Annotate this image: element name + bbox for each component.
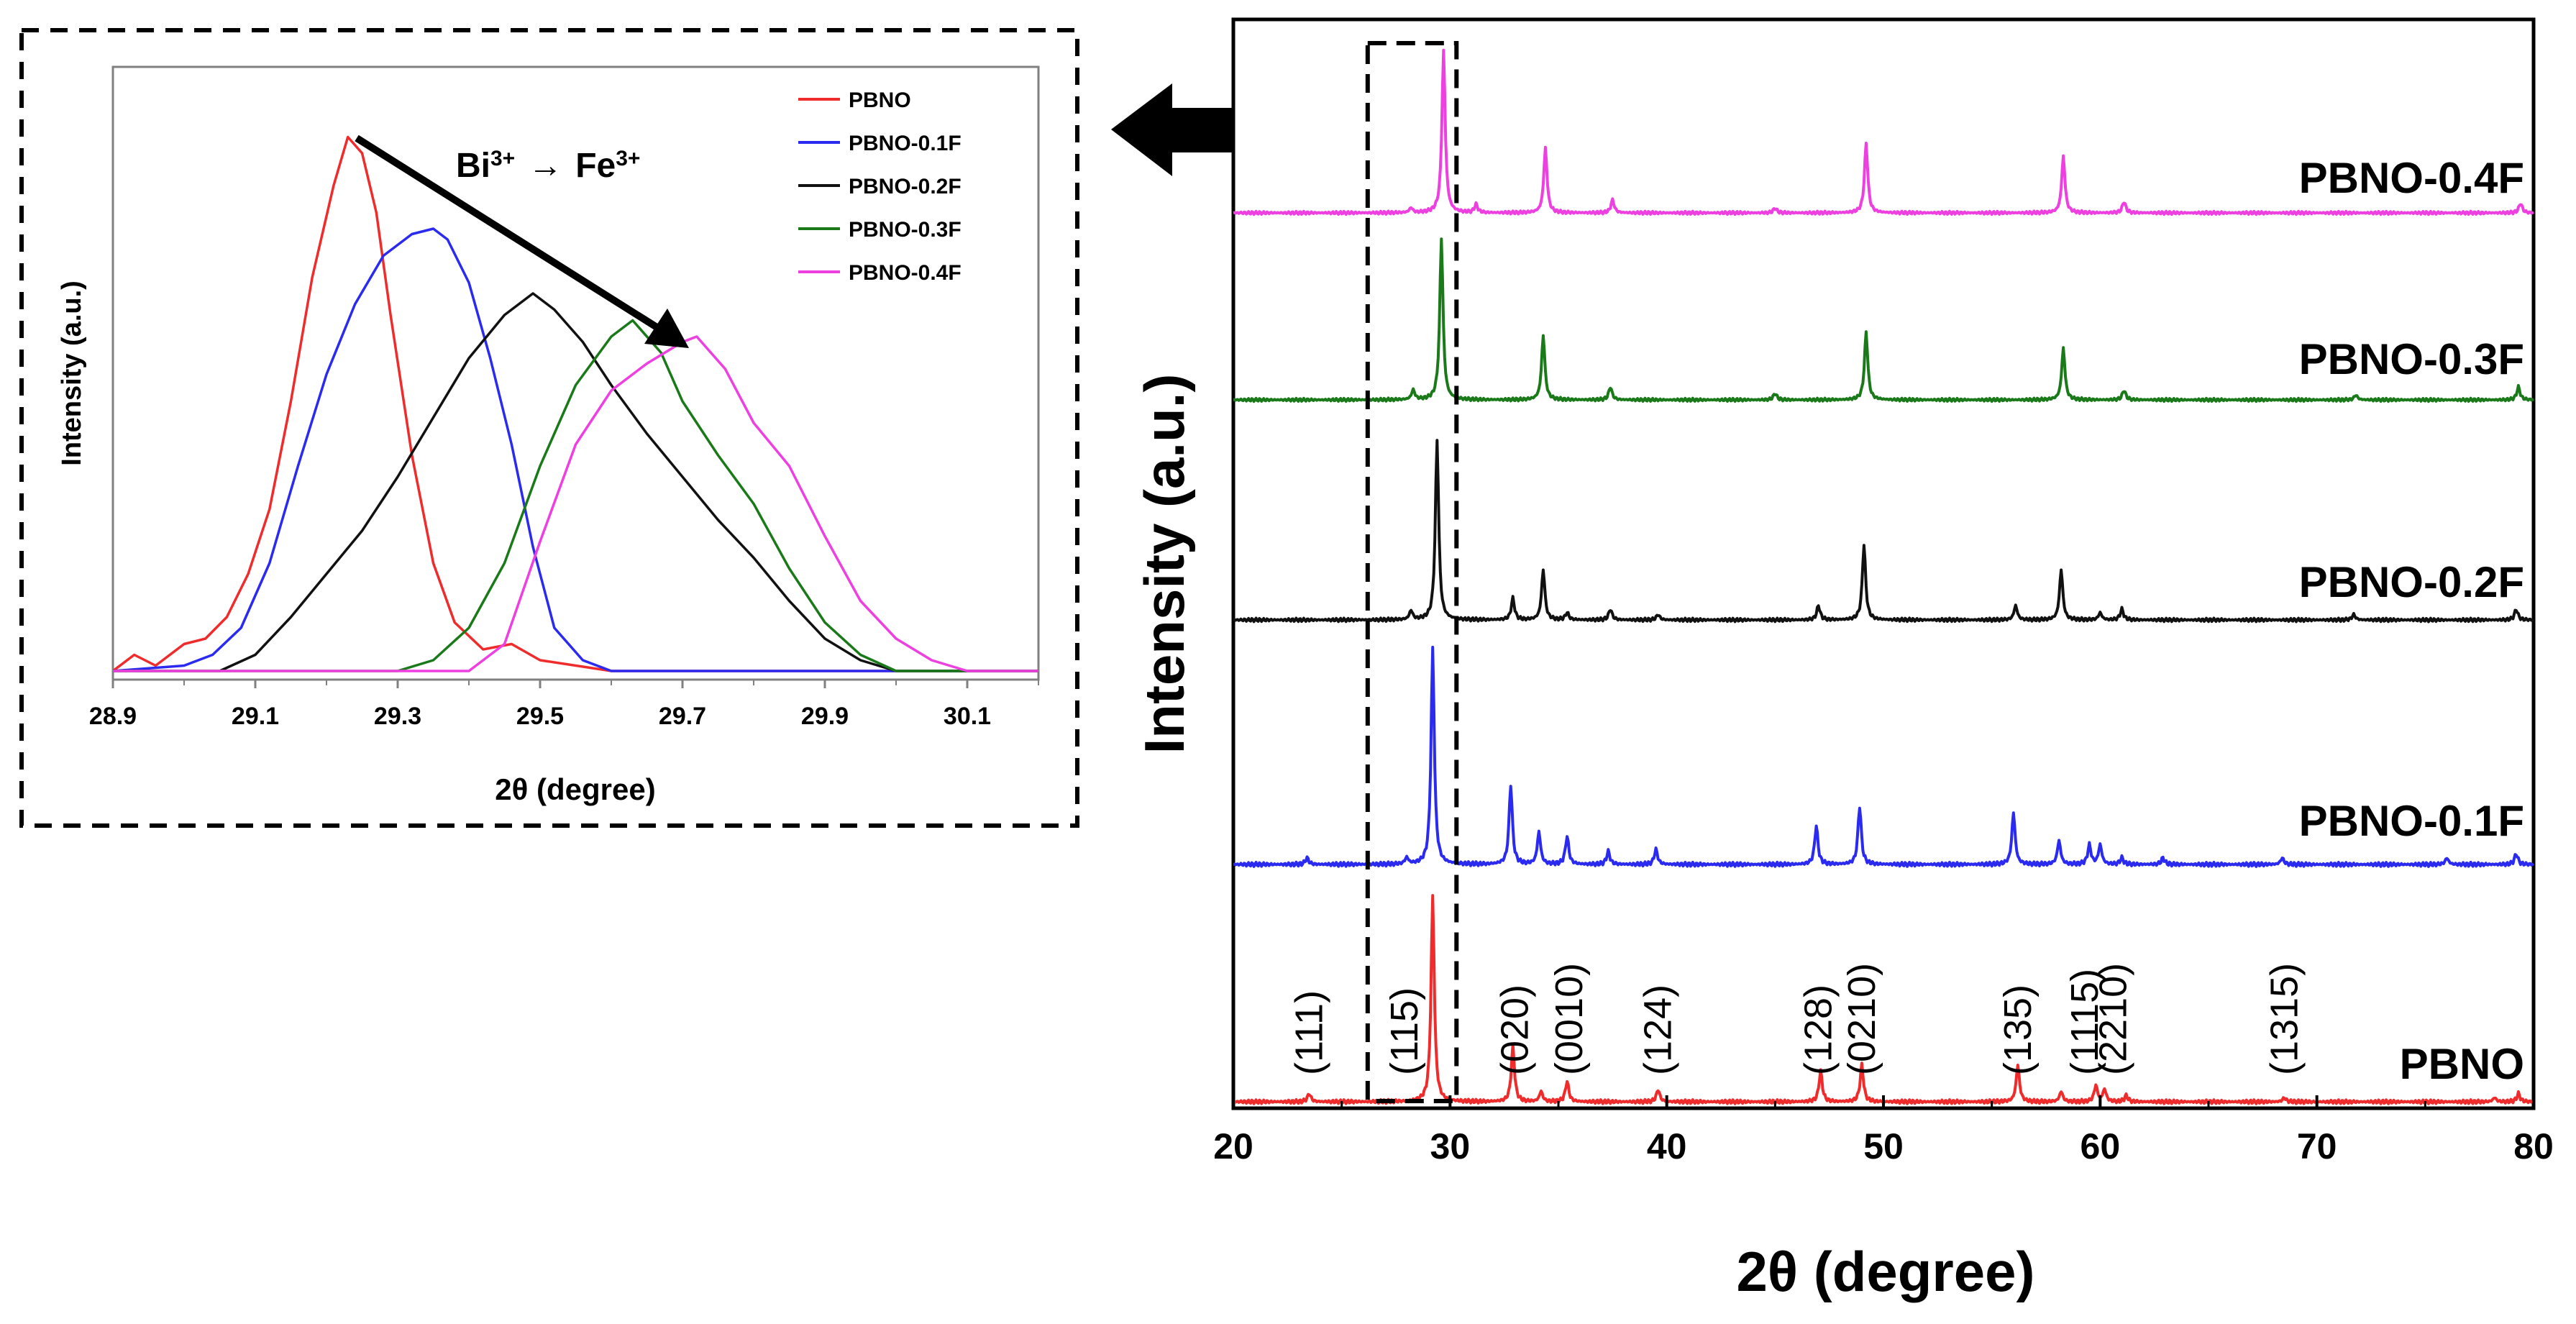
series-label-pbno-0.4f: PBNO-0.4F bbox=[2299, 154, 2524, 202]
peak-label: (128) bbox=[1797, 985, 1840, 1075]
inset-y-axis-label: Intensity (a.u.) bbox=[57, 280, 87, 466]
shift-arrowhead bbox=[644, 309, 689, 348]
inset-series-group bbox=[113, 135, 1038, 672]
inset-plot-frame bbox=[111, 65, 1040, 681]
main-series-pbno-0.3f bbox=[1233, 237, 2534, 403]
inset-series-pbno-0.1f bbox=[113, 227, 1038, 672]
inset-series-pbno bbox=[113, 135, 1038, 672]
main-x-ticks: 20 30 40 50 60 70 80 bbox=[1213, 1095, 2554, 1167]
legend-entry-pbno-0.2f: PBNO-0.2F bbox=[849, 175, 962, 198]
main-x-tick-label: 40 bbox=[1647, 1126, 1687, 1167]
peak-label: (135) bbox=[1996, 985, 2040, 1075]
main-peak-labels: (111) (115) (020) (0010) (124) (128) (0210) (13… bbox=[1288, 963, 2306, 1075]
inset-x-tick-label: 29.1 bbox=[232, 703, 279, 730]
zoom-direction-arrow bbox=[1111, 83, 1328, 176]
series-label-pbno-0.2f: PBNO-0.2F bbox=[2299, 558, 2524, 606]
inset-series-pbno-0.2f bbox=[113, 292, 1038, 672]
peak-label: (0010) bbox=[1548, 963, 1591, 1075]
main-series-pbno-0.4f bbox=[1233, 48, 2534, 216]
inset-x-axis-label: 2θ (degree) bbox=[495, 772, 655, 806]
inset-dashed-border bbox=[19, 28, 1079, 828]
shift-arrow-line bbox=[355, 134, 662, 333]
main-panel: (111) (115) (020) (0010) (124) (128) (0210) (13… bbox=[1133, 17, 2554, 1303]
inset-series-pbno-0.4f bbox=[113, 335, 1038, 672]
main-y-axis-label: Intensity (a.u.) bbox=[1133, 374, 1196, 754]
legend-entry-pbno-0.4f: PBNO-0.4F bbox=[849, 261, 962, 285]
inset-x-ticks: 28.9 29.1 29.3 29.5 29.7 29.9 30.1 bbox=[89, 680, 1039, 730]
main-x-tick-label: 60 bbox=[2081, 1126, 2121, 1167]
inset-series-pbno-0.3f bbox=[113, 319, 1038, 672]
peak-label: (020) bbox=[1494, 985, 1537, 1075]
main-x-tick-label: 50 bbox=[1863, 1126, 1904, 1167]
inset-x-tick-label: 28.9 bbox=[89, 703, 137, 730]
inset-x-tick-label: 30.1 bbox=[944, 703, 991, 730]
peak-label: (2210) bbox=[2091, 963, 2134, 1075]
inset-x-tick-label: 29.9 bbox=[801, 703, 849, 730]
series-label-pbno-0.3f: PBNO-0.3F bbox=[2299, 335, 2524, 383]
inset-panel: 28.9 29.1 29.3 29.5 29.7 29.9 30.1 2θ (degree)… bbox=[19, 28, 1079, 828]
peak-label: (1115) bbox=[2063, 969, 2106, 1075]
peak-label: (0210) bbox=[1840, 963, 1883, 1075]
inset-legend: PBNO PBNO-0.1F PBNO-0.2F PBNO-0.3F PBNO-0.4F bbox=[798, 88, 962, 285]
main-zoom-region-box bbox=[1365, 41, 1459, 1103]
peak-label: (124) bbox=[1637, 985, 1680, 1075]
main-x-tick-label: 30 bbox=[1430, 1126, 1471, 1167]
main-x-axis-label: 2θ (degree) bbox=[1737, 1240, 2035, 1303]
series-label-pbno-0.1f: PBNO-0.1F bbox=[2299, 797, 2524, 845]
peak-label: (115) bbox=[1383, 987, 1426, 1075]
legend-entry-pbno: PBNO bbox=[849, 88, 911, 112]
inset-x-tick-label: 29.5 bbox=[516, 703, 564, 730]
main-series-pbno-0.1f bbox=[1233, 645, 2535, 868]
inset-x-tick-label: 29.7 bbox=[659, 703, 706, 730]
inset-x-tick-label: 29.3 bbox=[374, 703, 421, 730]
legend-entry-pbno-0.3f: PBNO-0.3F bbox=[849, 218, 962, 242]
legend-entry-pbno-0.1f: PBNO-0.1F bbox=[849, 132, 962, 155]
main-x-tick-label: 80 bbox=[2513, 1126, 2554, 1167]
main-x-tick-label: 70 bbox=[2297, 1126, 2337, 1167]
peak-label: (1315) bbox=[2263, 963, 2306, 1075]
peak-label: (111) bbox=[1288, 990, 1331, 1075]
main-x-tick-label: 20 bbox=[1213, 1126, 1253, 1167]
main-series-labels: PBNO-0.4F PBNO-0.3F PBNO-0.2F PBNO-0.1F PBNO bbox=[2299, 154, 2524, 1088]
shift-annotation: Bi3+ → Fe3+ bbox=[456, 147, 640, 186]
series-label-pbno: PBNO bbox=[2400, 1040, 2524, 1088]
main-series-pbno-0.2f bbox=[1233, 439, 2535, 624]
